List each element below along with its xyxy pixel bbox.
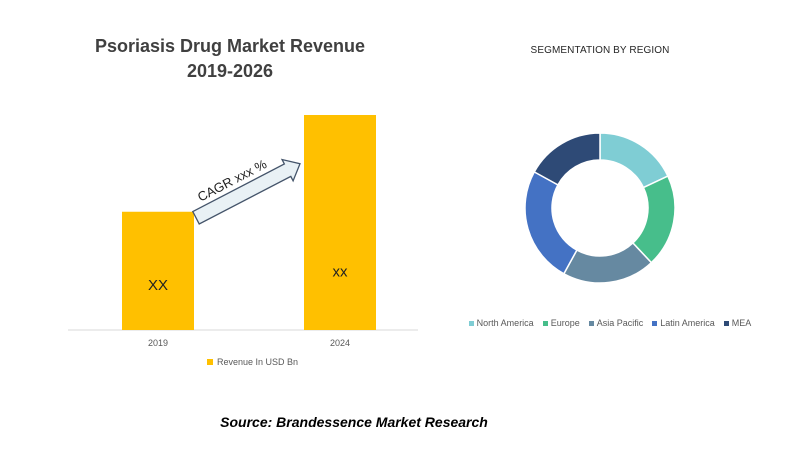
donut-legend-item: North America: [468, 318, 534, 328]
x-tick-label: 2024: [330, 338, 350, 348]
donut-legend-item: Latin America: [652, 318, 715, 328]
x-tick-label: 2019: [148, 338, 168, 348]
bar-value-label: xx: [333, 263, 349, 280]
bar-legend-swatch: [207, 359, 213, 365]
bar-2024: [304, 115, 376, 330]
donut-slice-asia-pacific: [562, 241, 653, 284]
bar-legend: Revenue In USD Bn: [207, 357, 298, 367]
bar-chart-title: Psoriasis Drug Market Revenue 2019-2026: [80, 34, 380, 84]
donut-slice-mea: [533, 132, 601, 186]
donut-chart: [524, 132, 676, 284]
donut-legend-swatch: [468, 320, 474, 326]
donut-legend-label: Asia Pacific: [596, 318, 644, 328]
bar-chart-subtitle: 2019-2026: [186, 61, 274, 81]
donut-legend-item: MEA: [723, 318, 752, 328]
source-note: Source: Brandessence Market Research: [220, 414, 488, 430]
donut-legend-swatch: [588, 320, 594, 326]
donut-legend-label: Europe: [550, 318, 580, 328]
donut-legend-swatch: [652, 320, 658, 326]
donut-legend-item: Europe: [542, 318, 580, 328]
donut-slice-north-america: [599, 132, 669, 189]
cagr-arrow: CAGR xxx %: [191, 156, 301, 225]
donut-legend: North America Europe Asia Pacific Latin Ame…: [440, 318, 780, 328]
bar-value-label: XX: [148, 277, 168, 294]
bar-chart-title-line: Psoriasis Drug Market Revenue: [94, 36, 366, 56]
donut-chart-title: SEGMENTATION BY REGION: [530, 45, 670, 56]
donut-legend-label: Latin America: [660, 318, 715, 328]
donut-legend-swatch: [723, 320, 729, 326]
bar-chart: XX 2019 xx 2024 CAGR xxx %: [68, 115, 418, 348]
cagr-arrow-shape: [191, 158, 301, 225]
donut-legend-item: Asia Pacific: [588, 318, 644, 328]
donut-legend-swatch: [542, 320, 548, 326]
bar-legend-label: Revenue In USD Bn: [217, 357, 299, 367]
donut-legend-label: North America: [476, 318, 534, 328]
donut-slice-latin-america: [524, 170, 578, 275]
bar-2019: [122, 211, 194, 330]
donut-legend-label: MEA: [731, 318, 752, 328]
